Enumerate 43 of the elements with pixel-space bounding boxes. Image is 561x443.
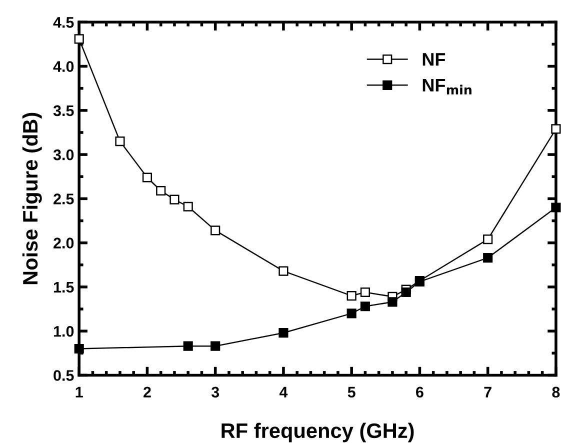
point <box>170 194 180 204</box>
y-tick-label: 0.5 <box>54 370 74 381</box>
point <box>388 297 398 307</box>
x-tick-label: 5 <box>348 386 356 398</box>
legend-label: NF$_{min}$ <box>422 79 472 94</box>
x-tick-label: 3 <box>211 386 220 398</box>
point <box>346 308 356 318</box>
x-tick-label: 1 <box>76 386 83 398</box>
point <box>115 136 125 146</box>
point <box>142 172 152 182</box>
x-tick-label: 7 <box>484 386 492 398</box>
point <box>360 287 370 298</box>
point <box>74 34 84 44</box>
y-tick-label: 1.5 <box>54 282 74 293</box>
point <box>401 287 411 298</box>
point <box>74 344 84 354</box>
legend-label: NF <box>422 53 446 66</box>
x-tick-label: 6 <box>416 386 424 398</box>
y-tick-label: 3.0 <box>53 149 74 160</box>
y-tick-label: 2.5 <box>54 194 74 204</box>
point <box>346 290 356 301</box>
point <box>156 186 166 196</box>
point <box>183 341 193 351</box>
point <box>551 202 561 212</box>
y-tick-label: 3.5 <box>53 105 74 116</box>
y-tick-label: 2.0 <box>54 238 74 249</box>
point <box>551 124 561 134</box>
y-tick-label: 4.5 <box>53 17 74 28</box>
point <box>483 234 493 244</box>
point <box>183 202 193 212</box>
x-tick-label: 4 <box>279 386 288 398</box>
point <box>360 302 370 312</box>
y-tick-label: 4.0 <box>53 61 74 72</box>
point <box>278 328 288 338</box>
y-axis-title: Noise Figure (dB) <box>22 112 42 284</box>
x-tick-label: 2 <box>144 386 151 398</box>
x-axis-title: RF frequency (GHz) <box>222 422 414 442</box>
point <box>210 226 220 236</box>
point <box>210 341 220 351</box>
point <box>483 253 493 263</box>
y-tick-label: 1.0 <box>54 326 74 337</box>
point <box>278 266 288 276</box>
x-tick-label: 8 <box>552 386 560 398</box>
